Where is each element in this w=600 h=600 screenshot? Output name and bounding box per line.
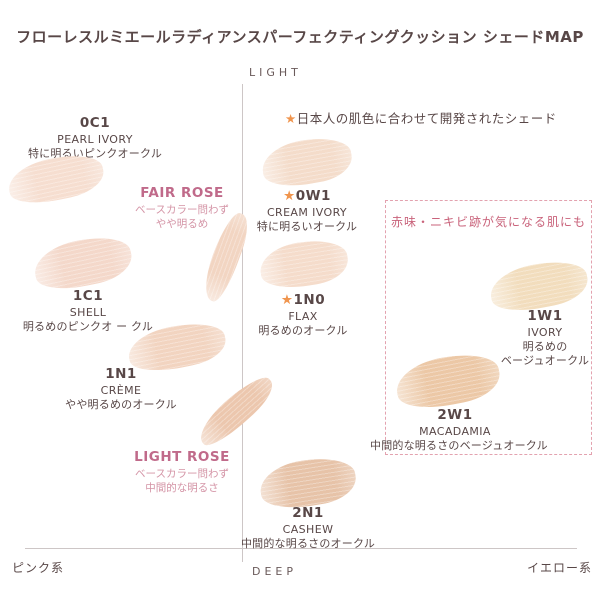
star-icon: ★ <box>280 292 294 308</box>
shade-label-light-rose: LIGHT ROSE ベースカラー問わず 中間的な明るさ <box>97 449 267 495</box>
swatch-1c1 <box>30 230 136 296</box>
shade-name: CASHEW <box>282 522 334 536</box>
shade-name: CRÈME <box>100 383 142 397</box>
axis-label-yellow: イエロー系 <box>527 561 592 575</box>
shade-label-1w1: 1W1 IVORY 明るめの ベージュオークル <box>460 308 600 368</box>
shade-label-1n1: 1N1 CRÈME やや明るめのオークル <box>36 366 206 412</box>
rose-desc: ベースカラー問わず やや明るめ <box>135 203 229 230</box>
shade-label-1c1: 1C1 SHELL 明るめのピンクオ ー クル <box>3 288 173 334</box>
shade-code: ★0W1 <box>283 188 331 204</box>
star-icon: ★ <box>283 188 296 204</box>
rose-name: LIGHT ROSE <box>134 449 230 465</box>
shade-code: ★1N0 <box>280 292 326 308</box>
vertical-axis-line <box>242 84 243 562</box>
shade-code: 2N1 <box>292 505 324 521</box>
shade-name: SHELL <box>69 305 107 319</box>
rose-desc: ベースカラー問わず 中間的な明るさ <box>135 467 229 494</box>
shade-desc: 中間的な明るさのオークル <box>240 536 376 550</box>
shade-desc: やや明るめのオークル <box>65 397 177 411</box>
shade-code: 1N1 <box>105 366 137 382</box>
shade-desc: ベージュオークル <box>500 354 590 368</box>
shade-code: 2W1 <box>437 407 473 423</box>
shade-label-2n1: 2N1 CASHEW 中間的な明るさのオークル <box>223 505 393 551</box>
shade-code: 1W1 <box>527 308 563 324</box>
shade-desc: 明るめの <box>522 339 568 353</box>
shade-code: 0C1 <box>79 115 111 131</box>
shade-desc: 明るめのピンクオ ー クル <box>22 319 154 333</box>
rose-name: FAIR ROSE <box>140 185 224 201</box>
axis-label-pink: ピンク系 <box>12 561 65 575</box>
swatch-1n0 <box>257 235 351 293</box>
note-text: 日本人の肌色に合わせて開発されたシェード <box>296 111 557 126</box>
swatch-0w1 <box>258 132 356 192</box>
shade-name: IVORY <box>527 325 563 339</box>
horizontal-axis-line <box>25 548 577 549</box>
shade-label-fair-rose: FAIR ROSE ベースカラー問わず やや明るめ <box>97 185 267 231</box>
page-title: フローレスルミエールラディアンスパーフェクティングクッション シェードMAP <box>16 28 584 46</box>
shade-name: MACADAMIA <box>419 424 491 438</box>
shade-label-0w1: ★0W1 CREAM IVORY 特に明るいオークル <box>222 188 392 234</box>
axis-label-light: LIGHT <box>249 66 302 79</box>
developed-for-japanese-skin-note: ★日本人の肌色に合わせて開発されたシェード <box>285 108 557 127</box>
box-title: 赤味・ニキビ跡が気になる肌にも <box>390 215 586 229</box>
shade-label-2w1: 2W1 MACADAMIA 中間的な明るさのベージュオークル <box>370 407 548 453</box>
shade-desc: 特に明るいオークル <box>256 219 358 233</box>
shade-desc: 明るめのオークル <box>258 323 348 337</box>
shade-name: CREAM IVORY <box>266 205 348 219</box>
shade-desc: 中間的な明るさのベージュオークル <box>370 438 548 452</box>
shade-name: FLAX <box>288 309 318 323</box>
shade-label-0c1: 0C1 PEARL IVORY 特に明るいピンクオークル <box>10 115 180 161</box>
star-icon: ★ <box>285 111 297 126</box>
shade-label-1n0: ★1N0 FLAX 明るめのオークル <box>218 292 388 338</box>
shade-name: PEARL IVORY <box>57 132 133 146</box>
shade-code: 1C1 <box>72 288 104 304</box>
axis-label-deep: DEEP <box>252 565 298 578</box>
redness-recommendation-box: 赤味・ニキビ跡が気になる肌にも <box>385 200 592 455</box>
